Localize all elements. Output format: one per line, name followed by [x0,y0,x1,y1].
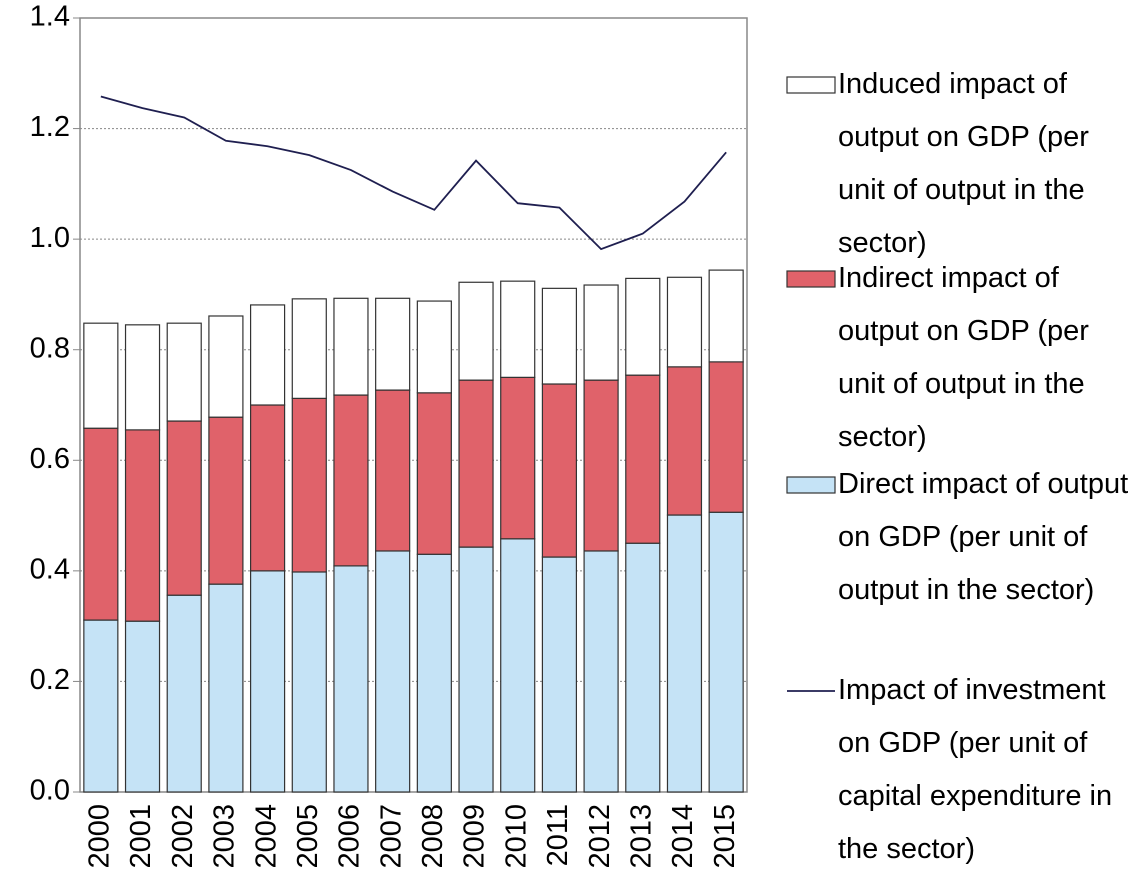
legend-label: Direct impact of output on GDP (per unit… [838,468,1129,606]
bar-segment [249,304,286,406]
bar-segment [375,297,411,391]
y-tick-label: 1.0 [30,222,70,254]
bar-segment [625,542,661,793]
x-tick-label: 2006 [334,804,366,869]
bar-segment [666,366,703,516]
x-tick-label: 2004 [250,804,282,869]
bar-segment [124,324,161,431]
x-tick-label: 2014 [667,804,699,869]
bar-segment [541,383,578,558]
bar-segment [583,550,619,793]
legend-swatch [786,476,836,494]
bar-segment [291,397,327,573]
plot-frame [79,17,748,793]
bar-segment [541,287,578,385]
bar-segment [166,594,202,793]
x-tick-label: 2013 [625,804,657,869]
bar-segment [708,511,744,793]
x-tick-label: 2005 [292,804,324,869]
x-tick-label: 2015 [709,804,741,869]
bar-segment [249,570,286,793]
legend-label: Impact of investment on GDP (per unit of… [838,674,1113,865]
bar-segment [458,281,494,381]
x-tick-label: 2010 [500,804,532,869]
bar-segment [375,389,411,552]
bar-segment [666,514,703,793]
bar-segment [458,546,494,793]
y-tick-label: 0.6 [30,443,70,475]
x-tick-label: 2012 [584,804,616,869]
y-tick-label: 0.8 [30,332,70,364]
x-tick-label: 2009 [459,804,491,869]
bar-segment [333,297,369,396]
line [100,95,727,251]
bar-segment [416,553,452,793]
y-tick-label: 1.4 [30,1,70,33]
bar-segment [708,269,744,363]
bar-segment [83,427,119,621]
bar-segment [375,550,411,793]
bar-segment [541,556,578,793]
bar-segment [583,284,619,381]
y-tick-label: 1.2 [30,111,70,143]
legend-label: Indirect impact of output on GDP (per un… [838,262,1089,453]
bar-segment [249,404,286,572]
bar-segment [208,416,244,585]
legend-swatch [786,76,836,94]
x-tick-label: 2003 [209,804,241,869]
bar-segment [124,620,161,793]
bar-segment [416,392,452,555]
bar-segment [625,374,661,544]
bar-segment [208,315,244,418]
bar-segment [500,538,536,793]
bar-segment [625,277,661,376]
legend-swatch [786,270,836,288]
bar-segment [500,280,536,378]
x-tick-label: 2011 [542,804,574,866]
bar-segment [500,376,536,540]
bar-segment [333,565,369,793]
bar-segment [416,300,452,394]
bar-segment [166,420,202,596]
bar-segment [166,322,202,422]
bar-segment [666,276,703,368]
y-tick-label: 0.2 [30,664,70,696]
bar-segment [708,361,744,513]
bar-segment [124,429,161,622]
x-tick-label: 2008 [417,804,449,869]
bar-segment [291,298,327,399]
bar-segment [458,379,494,548]
x-tick-label: 2000 [84,804,116,869]
bar-segment [333,394,369,567]
x-tick-label: 2002 [167,804,199,869]
bar-segment [83,619,119,793]
x-tick-label: 2007 [375,804,407,869]
bar-segment [291,571,327,793]
legend-label: Induced impact of output on GDP (per uni… [838,68,1089,259]
y-tick-label: 0.0 [30,775,70,807]
x-tick-label: 2001 [125,804,157,869]
bar-segment [208,583,244,793]
bar-segment [583,379,619,552]
bar-segment [83,322,119,429]
y-tick-label: 0.4 [30,554,70,586]
